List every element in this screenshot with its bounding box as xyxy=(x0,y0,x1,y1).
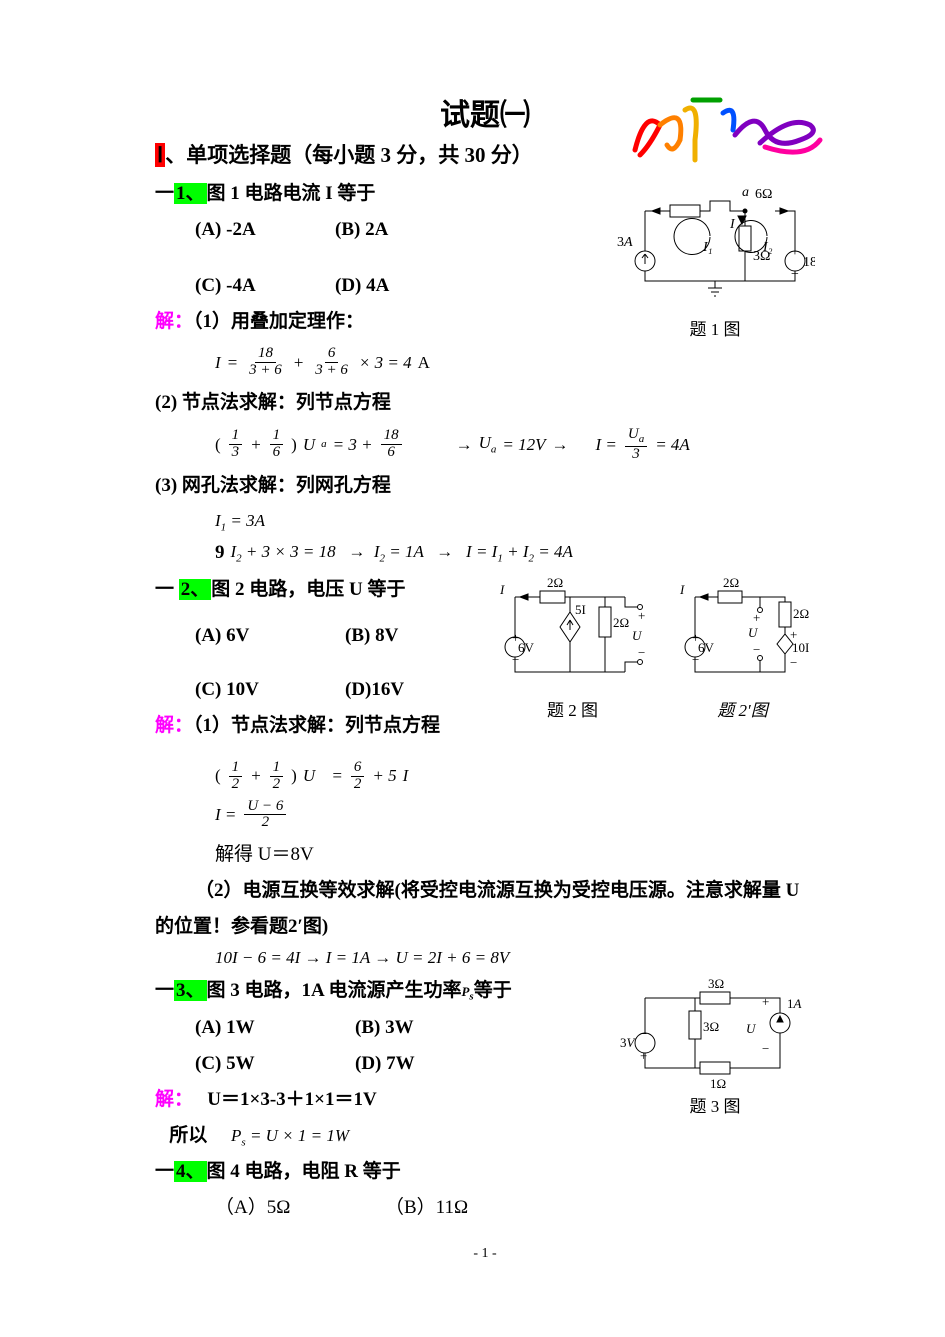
svg-text:10I: 10I xyxy=(792,640,809,655)
svg-text:5I: 5I xyxy=(575,602,586,617)
svg-text:6V: 6V xyxy=(698,640,715,655)
svg-text:−: − xyxy=(692,652,699,667)
section-header-text: 、单项选择题 xyxy=(165,143,291,167)
q1-sol2-label: (2) 节点法求解：列节点方程 xyxy=(155,385,815,421)
q3-opts-row1: (A) 1W(B) 3W xyxy=(155,1010,615,1046)
q2-stem: 一 2、图 2 电路，电压 U 等于 xyxy=(155,572,490,608)
q1-opts-row2: (C) -4A(D) 4A xyxy=(155,268,615,304)
svg-text:2Ω: 2Ω xyxy=(793,606,809,621)
section-points: （每小题 3 分，共 30 分） xyxy=(291,143,533,167)
svg-text:+: + xyxy=(692,630,699,645)
q1-sol1-label: 解：（1）用叠加定理作： xyxy=(155,304,615,340)
svg-text:3Ω: 3Ω xyxy=(708,976,724,991)
q1-sol1-eqn: I = 183 + 6 + 63 + 6 × 3 = 4A xyxy=(215,346,615,379)
svg-text:+: + xyxy=(762,994,769,1009)
q1-opts-row1: (A) -2A(B) 2A xyxy=(155,212,615,248)
svg-text:+: + xyxy=(753,610,760,625)
svg-text:2Ω: 2Ω xyxy=(613,615,629,630)
page-number: - 1 - xyxy=(155,1246,815,1262)
q4-opts: （A）5Ω（B）11Ω xyxy=(155,1190,815,1226)
svg-text:3V: 3V xyxy=(620,1035,637,1050)
svg-text:1A: 1A xyxy=(787,996,802,1011)
q1-stem: 一1、图 1 电路电流 I 等于 xyxy=(155,176,615,212)
q4-stem: 一4、图 4 电路，电阻 R 等于 xyxy=(155,1154,815,1190)
q2-sol1-eqn: ( 12 + 12 )U = 62 + 5I xyxy=(215,760,815,793)
svg-text:3A: 3A xyxy=(617,235,633,250)
q2-sol1-label: 解：（1）节点法求解：列节点方程 xyxy=(155,708,490,744)
q2-sol2-label: （2）电源互换等效求解(将受控电流源互换为受控电压源。注意求解量 U xyxy=(155,873,815,909)
q2-fig-caption: 题 2 图 xyxy=(490,696,655,721)
svg-text:2Ω: 2Ω xyxy=(723,575,739,590)
svg-text:I: I xyxy=(679,582,685,597)
q1-sol2-eqn: ( 13 + 16 )Ua = 3 + 186 → Ua = 12V → I =… xyxy=(215,427,815,462)
svg-text:+: + xyxy=(512,630,519,645)
svg-text:6Ω: 6Ω xyxy=(755,187,772,202)
q1-figure: a 6Ω 3Ω 18V 3A I I₁ I₂ + − 题 xyxy=(615,176,815,340)
signature-graphic xyxy=(625,95,825,175)
svg-text:+: + xyxy=(640,1048,647,1063)
q2-sol1b-eqn: I = U − 62 xyxy=(215,799,815,832)
svg-text:+: + xyxy=(791,245,799,260)
svg-text:a: a xyxy=(742,185,749,200)
q1-sol3-eqn1: I1 = 3A xyxy=(215,510,815,535)
svg-text:U: U xyxy=(746,1021,757,1036)
svg-text:2Ω: 2Ω xyxy=(547,575,563,590)
svg-text:I: I xyxy=(729,217,736,232)
q3-sol1: 解： U＝1×3-3＋1×1＝1V xyxy=(155,1082,615,1118)
q2-fig2-caption: 题 2′图 xyxy=(670,696,815,721)
q2-figures: 2Ω 2Ω 6V 5I U I + − + − 题 2 图 xyxy=(490,572,815,721)
svg-text:U: U xyxy=(632,628,643,643)
svg-text:−: − xyxy=(512,652,519,667)
svg-text:−: − xyxy=(753,642,760,657)
svg-text:18V: 18V xyxy=(803,255,815,270)
q3-figure: 3Ω 3Ω 1Ω 3V 1A U − + + − 题 3 图 xyxy=(615,973,815,1117)
q3-sol2: 所以 Ps = U × 1 = 1W xyxy=(155,1118,615,1154)
q3-fig-caption: 题 3 图 xyxy=(615,1092,815,1117)
svg-text:3Ω: 3Ω xyxy=(703,1019,719,1034)
q1-sol3-eqn2: 9 I2 + 3 × 3 = 18 → I2 = 1A → I = I1 + I… xyxy=(215,541,815,566)
svg-text:I₁: I₁ xyxy=(702,240,713,255)
section-roman: Ⅰ xyxy=(155,143,165,167)
svg-text:I: I xyxy=(499,582,505,597)
q2-opts-row1: (A) 6V(B) 8V xyxy=(155,618,490,654)
q3-stem: 一3、图 3 电路，1A 电流源产生功率Ps等于 xyxy=(155,973,615,1009)
svg-text:−: − xyxy=(762,1041,769,1056)
svg-text:−: − xyxy=(790,655,797,670)
svg-text:+: + xyxy=(790,627,797,642)
svg-text:U: U xyxy=(748,625,759,640)
q2-opts-row2: (C) 10V(D)16V xyxy=(155,672,490,708)
q3-opts-row2: (C) 5W(D) 7W xyxy=(155,1046,615,1082)
svg-text:I₂: I₂ xyxy=(762,240,773,255)
q2-sol2-eqn: 10I − 6 = 4I → I = 1A → U = 2I + 6 = 8V xyxy=(155,947,815,969)
q2-sol1c: 解得 U＝8V xyxy=(155,837,815,873)
svg-text:−: − xyxy=(791,267,799,282)
q1-fig-caption: 题 1 图 xyxy=(615,315,815,340)
svg-text:+: + xyxy=(638,608,645,623)
q2-sol2-label2: 的位置！参看题2′图) xyxy=(155,909,815,945)
svg-text:−: − xyxy=(638,645,645,660)
q1-sol3-label: (3) 网孔法求解：列网孔方程 xyxy=(155,468,815,504)
svg-text:6V: 6V xyxy=(518,640,535,655)
svg-text:−: − xyxy=(640,1026,647,1041)
svg-text:1Ω: 1Ω xyxy=(710,1076,726,1088)
